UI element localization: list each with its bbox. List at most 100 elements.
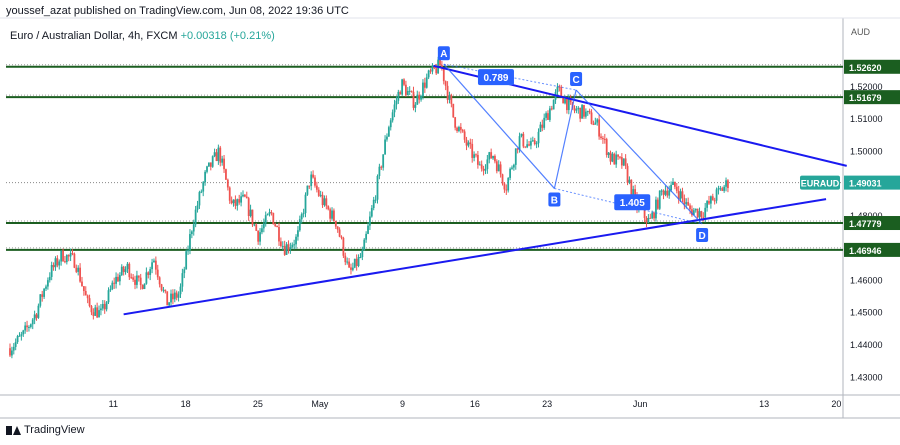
y-tick-label: 1.43000: [850, 372, 883, 382]
y-tick-label: 1.48000: [850, 211, 883, 221]
candle-body: [444, 81, 447, 86]
candle-body: [382, 154, 385, 168]
candle-body: [696, 208, 699, 218]
pattern-point-marker[interactable]: [548, 192, 561, 207]
candle-body: [297, 230, 299, 237]
candle-body: [240, 196, 243, 203]
candle-body: [302, 213, 305, 215]
candle-body: [516, 148, 519, 150]
candle-body: [425, 77, 428, 88]
candle-body: [581, 105, 583, 119]
candle-body: [628, 179, 631, 183]
level-price-label: 1.51679: [849, 93, 882, 103]
candle-body: [351, 267, 354, 270]
candle-body: [177, 294, 180, 298]
candle-body: [323, 198, 326, 206]
last-price-tag: [844, 175, 900, 190]
candle-body: [372, 199, 375, 208]
candle-body: [450, 95, 453, 104]
candle-body: [456, 127, 458, 131]
candle-body: [528, 144, 530, 146]
pattern-point-label: B: [551, 195, 558, 206]
candle-body: [548, 108, 551, 120]
candle-body: [24, 325, 27, 331]
candle-body: [473, 154, 476, 158]
y-tick-label: 1.44000: [850, 340, 883, 350]
candle-body: [245, 196, 248, 199]
candle-body: [272, 212, 275, 225]
candle-body: [156, 269, 159, 278]
candle-body: [397, 91, 400, 101]
candle-body: [535, 143, 538, 145]
candle-body: [361, 250, 364, 258]
candle-body: [321, 194, 324, 206]
candle-body: [655, 199, 657, 219]
candle-body: [226, 179, 229, 188]
candle-body: [702, 216, 705, 218]
candle-body: [533, 140, 536, 145]
candle-body: [672, 181, 674, 185]
candle-body: [128, 263, 131, 278]
candle-body: [393, 104, 396, 113]
candle-body: [486, 159, 489, 170]
candle-body: [509, 168, 511, 178]
candle-body: [579, 107, 582, 119]
candle-body: [670, 184, 673, 191]
candle-body: [285, 244, 288, 255]
candle-body: [689, 205, 691, 210]
candle-body: [723, 186, 726, 191]
candle-body: [139, 277, 142, 286]
publisher-user[interactable]: youssef_azat: [6, 5, 71, 17]
candle-body: [560, 86, 563, 97]
candle-body: [304, 194, 307, 214]
candle-body: [270, 212, 273, 214]
pattern-point-marker[interactable]: [570, 72, 583, 87]
candle-body: [590, 112, 593, 124]
candle-body: [187, 250, 189, 252]
candle-body: [41, 294, 44, 297]
candle-body: [10, 350, 13, 356]
candle-body: [126, 263, 129, 270]
candle-body: [101, 303, 104, 309]
pattern-point-marker[interactable]: [437, 46, 450, 61]
candle-body: [232, 199, 235, 204]
candle-body: [223, 158, 225, 170]
candle-body: [94, 307, 97, 316]
candle-body: [598, 119, 601, 137]
candle-body: [134, 279, 136, 285]
tradingview-footer[interactable]: TradingView: [6, 424, 85, 436]
candle-body: [573, 107, 576, 111]
candle-body: [81, 281, 83, 287]
pattern-point-marker[interactable]: [696, 227, 709, 242]
candle-body: [401, 79, 404, 95]
level-price-label: 1.46946: [849, 246, 882, 256]
candle-body: [656, 199, 659, 209]
candle-body: [249, 209, 252, 217]
candle-body: [344, 255, 347, 263]
candle-body: [92, 312, 95, 316]
symbol-title[interactable]: Euro / Australian Dollar, 4h, FXCM: [10, 30, 178, 42]
candle-body: [355, 258, 358, 266]
candle-body: [132, 277, 135, 280]
candle-body: [526, 144, 529, 148]
candle-body: [37, 305, 40, 318]
trendline[interactable]: [123, 198, 827, 316]
candle-body: [422, 82, 424, 97]
candle-body: [584, 111, 587, 117]
candle-body: [429, 70, 432, 72]
x-tick-label: May: [311, 399, 329, 409]
x-tick-label: 25: [253, 399, 263, 409]
candle-body: [605, 139, 608, 156]
candle-body: [495, 161, 498, 172]
last-price-label: 1.49031: [849, 179, 882, 189]
candle-body: [319, 194, 322, 196]
candle-body: [704, 207, 707, 218]
candle-body: [694, 208, 697, 211]
candle-body: [198, 192, 201, 206]
candle-body: [196, 205, 199, 210]
candle-body: [331, 210, 333, 219]
candle-body: [620, 157, 623, 166]
candle-body: [26, 325, 28, 328]
candle-body: [503, 183, 506, 190]
